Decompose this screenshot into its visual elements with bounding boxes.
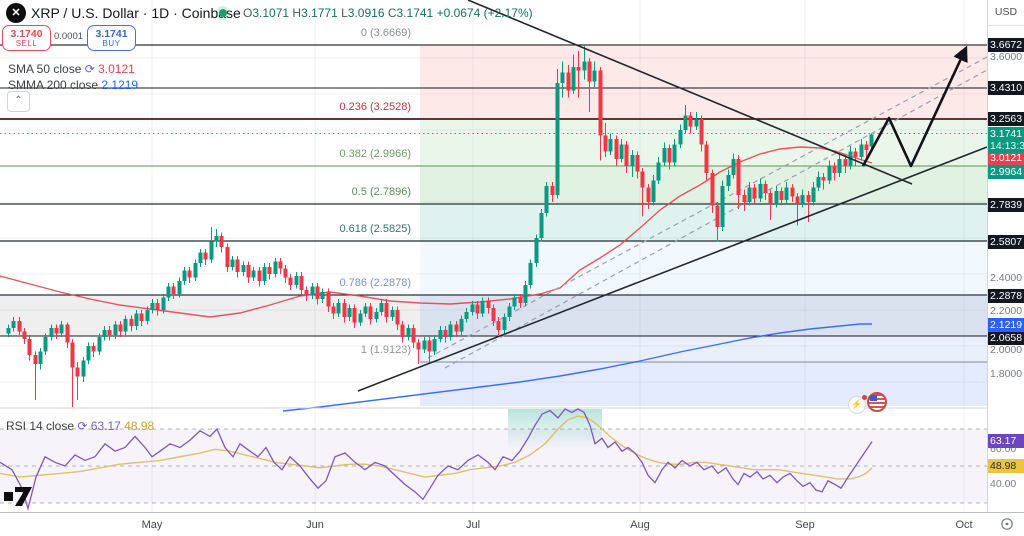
axis-price-label: 3.6000 [990,51,1023,63]
fib-level-label: 0.618 (2.5825) [339,223,411,235]
symbol-title[interactable]: XRP / U.S. Dollar · 1D · Coinbase [31,5,241,21]
axis-price-label: 63.17 [988,434,1024,448]
axis-price-label: 2.1219 [988,318,1024,332]
time-scale[interactable]: May Jun Jul Aug Sep Oct [0,512,1024,536]
flag-corner [870,395,877,401]
month-label: May [141,519,163,531]
rsi-value: 63.17 [90,419,121,433]
smma200-legend-row[interactable]: SMMA 200 close 2.1219 [8,78,139,92]
axis-price-label: 2.9964 [988,165,1024,179]
fib-level-label: 0 (3.6669) [360,27,411,39]
flash-event-icon[interactable]: ⚡ [848,395,867,414]
month-label: Jun [306,519,324,531]
month-label: Sep [795,519,815,531]
spread-value: 0.0001 [52,31,85,42]
rsi-legend-row[interactable]: RSI 14 close ⟳ 63.17 48.98 [6,419,155,433]
fib-level-label: 0.5 (2.7896) [351,186,411,198]
axis-price-label: 2.4000 [990,272,1023,284]
loading-spinner-icon: ⟳ [84,62,95,76]
axis-price-label: 1.8000 [990,368,1023,380]
last-price-label: 3.1741 14:13:3 [988,127,1024,153]
ohlc-readout: O3.1071 H3.1771 L3.0916 C3.1741 +0.0674 … [243,6,533,20]
xrp-logo-icon[interactable]: ✕ [6,3,26,23]
market-status-dot-icon [219,9,227,17]
axis-price-label: 3.0121 [988,151,1024,165]
month-label: Jul [465,519,481,531]
month-label: Oct [955,519,973,531]
axis-price-label: 3.4310 [988,81,1024,95]
fib-level-label: 0.382 (2.9966) [339,148,411,160]
axis-price-label: 2.2878 [988,289,1024,303]
sell-button[interactable]: 3.1740 SELL [2,25,51,51]
sma50-legend-row[interactable]: SMA 50 close ⟳ 3.0121 [8,62,135,76]
axis-price-label: 3.6672 [988,38,1024,52]
collapse-indicators-button[interactable]: ⌃ [7,91,30,112]
month-label: Aug [630,519,650,531]
axis-price-label: 2.0000 [990,344,1023,356]
currency-label[interactable]: USD [988,0,1024,26]
fib-level-label: 0.236 (3.2528) [339,101,411,113]
axis-price-label: 2.2000 [990,305,1023,317]
axis-price-label: 2.5807 [988,235,1024,249]
chart-canvas[interactable] [0,0,987,512]
tradingview-watermark-icon [4,482,34,512]
change-readout: +0.0674 (+2.17%) [436,6,533,20]
axis-price-label: 40.00 [990,478,1017,490]
axis-price-label: 2.7839 [988,198,1024,212]
notification-dot [862,395,867,400]
smma200-value: 2.1219 [101,78,139,92]
axis-price-label: 3.2563 [988,112,1024,126]
fib-level-label: 1 (1.9123) [360,344,411,356]
us-flag-event-icon[interactable] [867,392,887,412]
price-scale[interactable]: USD 3.6000 2.4000 2.2000 2.0000 1.8000 60.00 4… [987,0,1024,536]
rsi-ma-value: 48.98 [124,419,155,433]
buy-button[interactable]: 3.1741 BUY [87,25,136,51]
sma50-value: 3.0121 [98,62,135,76]
fib-level-label: 0.786 (2.2878) [339,277,411,289]
axis-price-label: 48.98 [988,459,1024,473]
loading-spinner-icon: ⟳ [77,419,88,433]
scale-settings-icon[interactable] [1000,517,1014,536]
axis-price-label: 2.0658 [988,331,1024,345]
